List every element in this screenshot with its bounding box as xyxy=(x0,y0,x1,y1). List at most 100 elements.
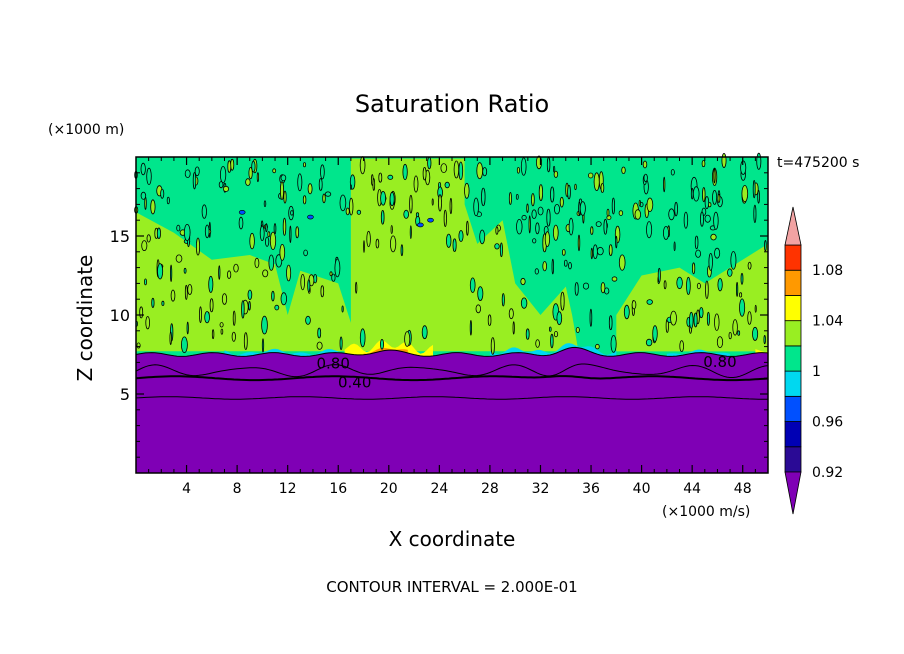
cloud-contour-loop xyxy=(438,194,442,212)
cloud-contour-loop xyxy=(704,214,711,223)
cloud-contour-loop xyxy=(204,311,210,324)
subsaturated-region xyxy=(136,347,768,473)
cloud-contour-loop xyxy=(618,254,626,271)
cloud-contour-loop xyxy=(379,338,384,350)
cloud-contour-loop xyxy=(516,167,520,174)
cloud-contour-loop xyxy=(553,170,559,178)
cloud-contour-loop xyxy=(403,209,410,219)
cloud-contour-loop xyxy=(144,278,147,286)
cloud-contour-loop xyxy=(713,167,716,184)
cloud-contour-loop xyxy=(187,284,193,295)
cloud-contour-loop xyxy=(537,206,544,216)
cloud-contour-loop xyxy=(631,300,637,310)
y-tick-label: 15 xyxy=(110,227,130,246)
cloud-contour-loop xyxy=(222,185,230,192)
cloud-contour-loop xyxy=(469,277,476,293)
cloud-contour-loop xyxy=(307,214,314,220)
cloud-contour-loop xyxy=(706,311,710,326)
cloud-contour-loop xyxy=(595,221,602,228)
cloud-contour-loop xyxy=(577,234,581,252)
cloud-contour-loop xyxy=(317,327,322,339)
cloud-contour-loop xyxy=(590,247,593,260)
cloud-contour-loop xyxy=(552,165,556,173)
cloud-contour-loop xyxy=(186,321,189,335)
cloud-contour-loop xyxy=(261,315,268,335)
cloud-contour-loop xyxy=(209,298,214,313)
cloud-contour-loop xyxy=(501,293,505,307)
cloud-contour-loop xyxy=(642,160,648,169)
colorbar-bottom-arrow xyxy=(784,471,802,515)
cloud-contour-loop xyxy=(355,281,358,294)
cloud-contour-loop xyxy=(663,176,666,193)
cloud-contour-loop xyxy=(339,336,343,351)
cloud-contour-loop xyxy=(265,223,268,233)
cloud-contour-loop xyxy=(487,314,492,327)
cloud-contour-loop xyxy=(528,215,531,234)
x-tick-label: 20 xyxy=(380,481,398,497)
cloud-contour-loop xyxy=(732,319,738,336)
x-tick-label: 44 xyxy=(683,481,701,497)
cloud-contour-loop xyxy=(737,330,741,336)
cloud-contour-loop xyxy=(693,312,698,328)
cloud-contour-loop xyxy=(568,262,572,270)
cloud-contour-loop xyxy=(349,184,352,190)
cloud-contour-loop xyxy=(446,233,452,248)
cloud-contour-loop xyxy=(567,184,571,200)
cloud-contour-loop xyxy=(219,322,224,328)
cloud-contour-loop xyxy=(634,209,641,220)
contour-interval-note: CONTOUR INTERVAL = 2.000E-01 xyxy=(326,578,577,596)
cloud-contour-loop xyxy=(320,285,325,298)
y-tick-label: 5 xyxy=(120,385,130,404)
cloud-contour-loop xyxy=(261,338,265,353)
cloud-contour-loop xyxy=(329,271,333,277)
interface-yellow-patch xyxy=(344,340,768,357)
cloud-contour-loop xyxy=(466,220,469,236)
cloud-contour-loop xyxy=(686,276,691,295)
colorbar-label: 1.04 xyxy=(812,314,843,330)
interface-cyan-strip xyxy=(224,343,731,357)
cloud-contour-loop xyxy=(413,175,419,193)
cloud-contour-loop xyxy=(150,199,156,215)
contour-line-interface xyxy=(135,346,769,357)
colorbar-band xyxy=(784,395,802,422)
colorbar-top-arrow xyxy=(784,206,802,246)
cloud-contour-loop xyxy=(702,187,706,203)
cloud-contour-loop xyxy=(227,160,232,173)
cloud-contour-loop xyxy=(699,307,704,319)
cloud-contour-loop xyxy=(417,222,424,228)
cloud-contour-loop xyxy=(499,242,503,258)
cloud-contour-loop xyxy=(763,334,766,345)
cloud-contour-loop xyxy=(300,273,306,291)
cloud-contour-loop xyxy=(600,282,606,294)
cloud-contour-loop xyxy=(324,191,332,197)
cloud-contour-loop xyxy=(593,172,600,192)
cloud-contour-loop xyxy=(464,182,470,199)
cloud-contour-loop xyxy=(752,326,759,341)
y-axis: 5 10 15 xyxy=(110,172,768,458)
cloud-contour-loop xyxy=(473,197,479,217)
x-tick-label: 8 xyxy=(233,481,242,497)
cloud-contour-loop xyxy=(251,160,256,173)
cloud-contour-loop xyxy=(458,161,464,181)
cloud-contour-loop xyxy=(534,268,539,275)
cloud-contour-loop xyxy=(362,240,365,253)
cloud-contour-loop xyxy=(409,194,413,214)
cloud-contour-loop xyxy=(646,299,653,305)
cloud-contour-loop xyxy=(592,244,598,260)
cloud-contour-loop xyxy=(563,259,568,267)
cloud-contour-loop xyxy=(421,325,428,340)
contour-lines xyxy=(135,346,769,400)
cloud-contour-loop xyxy=(169,331,172,346)
cloud-contour-loop xyxy=(289,225,292,244)
cloud-contour-loop xyxy=(764,239,767,252)
cloud-contour-loop xyxy=(645,338,653,347)
cloud-contour-loop xyxy=(553,330,559,338)
cloud-contour-loop xyxy=(231,331,236,342)
x-tick-label: 28 xyxy=(481,481,499,497)
cloud-contour-loop xyxy=(690,187,694,200)
cloud-contour-loop xyxy=(245,178,251,186)
cloud-contour-loop xyxy=(431,198,434,206)
cloud-contour-loop xyxy=(705,280,709,300)
contour-line-040 xyxy=(135,375,769,382)
cloud-contour-loop xyxy=(663,226,670,240)
